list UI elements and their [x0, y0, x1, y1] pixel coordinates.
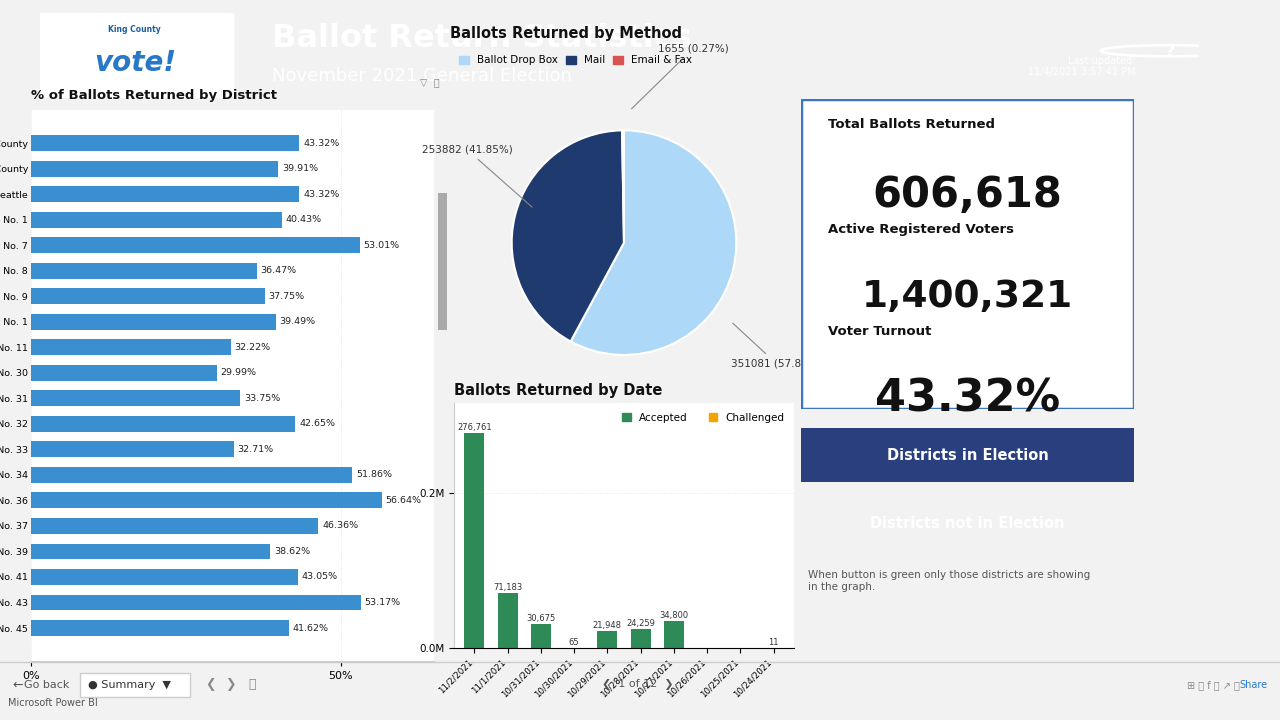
Text: 24,259: 24,259 — [626, 619, 655, 628]
Text: 37.75%: 37.75% — [269, 292, 305, 301]
Bar — [598, 631, 617, 648]
Bar — [31, 492, 381, 508]
Bar — [31, 595, 361, 611]
Text: 276,761: 276,761 — [457, 423, 492, 432]
Bar — [664, 621, 684, 648]
Bar — [31, 314, 275, 330]
Bar — [531, 624, 550, 648]
Text: Ballot Return Statistics: Ballot Return Statistics — [271, 23, 691, 54]
Text: 46.36%: 46.36% — [323, 521, 358, 531]
Text: vote!: vote! — [93, 49, 175, 77]
Text: 51.86%: 51.86% — [356, 470, 392, 480]
Text: Go back: Go back — [24, 680, 69, 690]
FancyBboxPatch shape — [801, 428, 1134, 482]
Text: 33.75%: 33.75% — [243, 394, 280, 402]
FancyBboxPatch shape — [32, 13, 234, 98]
Text: Districts not in Election: Districts not in Election — [870, 516, 1065, 531]
Text: 71,183: 71,183 — [493, 582, 522, 592]
Text: Districts in Election: Districts in Election — [887, 448, 1048, 463]
Bar — [31, 186, 300, 202]
Text: 53.17%: 53.17% — [365, 598, 401, 607]
Bar — [31, 467, 352, 483]
Bar — [465, 433, 484, 648]
Bar — [31, 365, 216, 381]
Text: 351081 (57.88%): 351081 (57.88%) — [731, 323, 822, 368]
Bar — [31, 544, 270, 559]
Text: ❮: ❮ — [205, 678, 215, 691]
Text: % of Ballots Returned by District: % of Ballots Returned by District — [31, 89, 276, 102]
Text: 43.32%: 43.32% — [876, 378, 1060, 421]
Text: Last updated:
11/4/2021 3:57:41 PM: Last updated: 11/4/2021 3:57:41 PM — [1028, 56, 1135, 78]
Bar — [31, 339, 230, 355]
Bar — [31, 288, 265, 304]
Text: 34,800: 34,800 — [659, 611, 689, 620]
Text: 606,618: 606,618 — [873, 174, 1062, 216]
Text: ❯: ❯ — [225, 678, 236, 691]
Bar — [31, 569, 298, 585]
FancyBboxPatch shape — [801, 99, 1134, 409]
Text: 1655 (0.27%): 1655 (0.27%) — [631, 44, 728, 109]
Text: Ballots Returned by Date: Ballots Returned by Date — [454, 383, 663, 398]
Text: 21,948: 21,948 — [593, 621, 622, 630]
Text: 32.22%: 32.22% — [234, 343, 270, 352]
Text: 65: 65 — [568, 638, 580, 647]
Bar — [31, 390, 241, 406]
Text: Active Registered Voters: Active Registered Voters — [828, 223, 1014, 236]
Text: Voter Turnout: Voter Turnout — [828, 325, 932, 338]
Text: 43.05%: 43.05% — [302, 572, 338, 582]
Bar — [31, 416, 296, 432]
Text: Microsoft Power BI: Microsoft Power BI — [8, 698, 97, 708]
Bar — [31, 238, 360, 253]
Bar — [79, 673, 189, 697]
Bar — [31, 212, 282, 228]
Text: 38.62%: 38.62% — [274, 547, 310, 556]
Text: ❮  1 of 12  ❯: ❮ 1 of 12 ❯ — [602, 680, 673, 690]
Bar — [438, 193, 447, 330]
Text: 253882 (41.85%): 253882 (41.85%) — [422, 145, 532, 207]
Text: Total Ballots Returned: Total Ballots Returned — [828, 118, 995, 131]
Text: 1,400,321: 1,400,321 — [861, 279, 1074, 315]
Text: 43.32%: 43.32% — [303, 139, 339, 148]
Wedge shape — [622, 130, 625, 243]
Legend: Accepted, Challenged: Accepted, Challenged — [618, 408, 788, 427]
Wedge shape — [512, 130, 625, 341]
Bar — [31, 441, 234, 457]
Text: ⤢: ⤢ — [248, 678, 256, 691]
Bar — [31, 263, 257, 279]
Text: 36.47%: 36.47% — [261, 266, 297, 275]
Text: Ballots Returned by Method: Ballots Returned by Method — [449, 27, 682, 41]
Text: November 2021 General Election: November 2021 General Election — [271, 67, 571, 85]
Bar — [31, 620, 289, 636]
Text: King County: King County — [109, 24, 161, 34]
Bar — [631, 629, 650, 648]
Text: 43.32%: 43.32% — [303, 189, 339, 199]
Text: 39.91%: 39.91% — [282, 164, 319, 173]
Text: 32.71%: 32.71% — [237, 445, 274, 454]
Text: When button is green only those districts are showing
in the graph.: When button is green only those district… — [808, 570, 1091, 592]
Text: Share: Share — [1240, 680, 1268, 690]
Text: 39.49%: 39.49% — [279, 318, 316, 326]
Text: 42.65%: 42.65% — [300, 419, 335, 428]
Text: 56.64%: 56.64% — [385, 496, 422, 505]
Text: ▽  ⬜: ▽ ⬜ — [420, 77, 439, 87]
Text: 41.62%: 41.62% — [293, 624, 329, 632]
Bar — [31, 161, 278, 176]
Bar — [31, 518, 319, 534]
Text: ?: ? — [1165, 42, 1175, 60]
Text: 53.01%: 53.01% — [364, 240, 399, 250]
Bar — [498, 593, 517, 648]
Text: ● Summary  ▼: ● Summary ▼ — [88, 680, 170, 690]
Wedge shape — [571, 130, 736, 355]
Text: 11: 11 — [768, 638, 780, 647]
Text: 30,675: 30,675 — [526, 614, 556, 623]
Text: 29.99%: 29.99% — [220, 369, 256, 377]
Text: ⊞ 🐦 f 🔗 ↗ ⤡: ⊞ 🐦 f 🔗 ↗ ⤡ — [1187, 680, 1240, 690]
Text: ←: ← — [12, 678, 23, 691]
Legend: Ballot Drop Box, Mail, Email & Fax: Ballot Drop Box, Mail, Email & Fax — [456, 51, 696, 70]
Bar — [31, 135, 300, 151]
Text: 40.43%: 40.43% — [285, 215, 321, 224]
